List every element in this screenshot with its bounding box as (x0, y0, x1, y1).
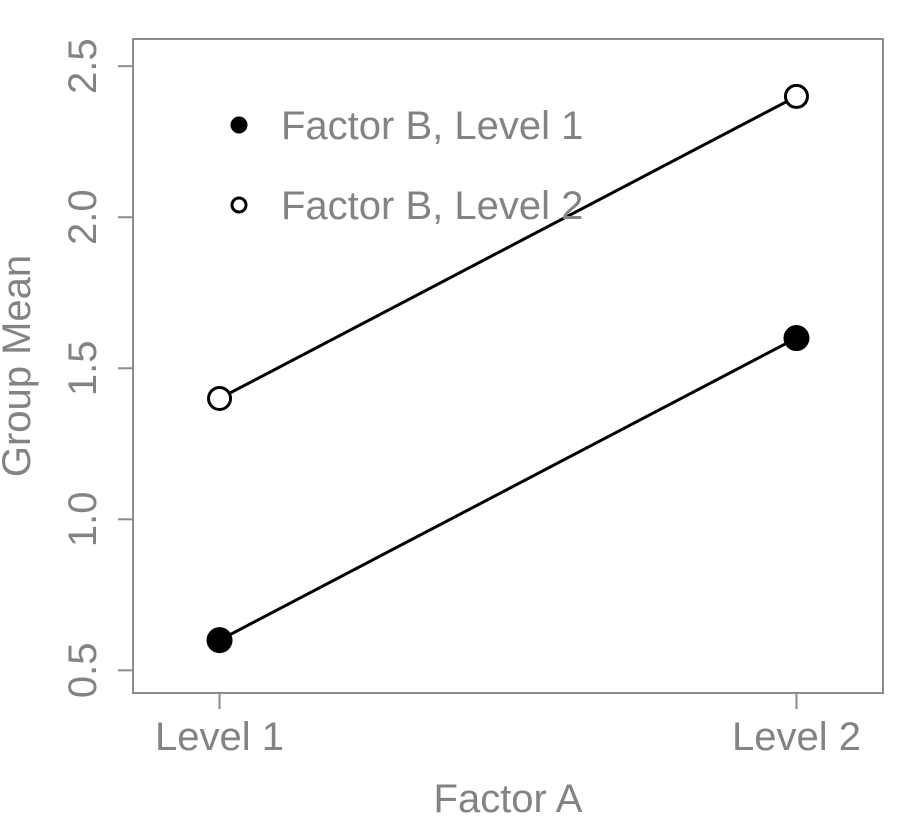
data-point-open (207, 385, 233, 411)
x-axis-label: Factor A (434, 777, 583, 821)
legend-label: Factor B, Level 2 (281, 184, 583, 228)
data-point-open (783, 83, 809, 109)
y-axis-ticks: 0.5 1.0 1.5 2.0 2.5 (61, 38, 133, 698)
series-line (218, 94, 798, 400)
data-point-filled (206, 627, 233, 654)
y-tick-label: 2.5 (61, 38, 105, 94)
legend-marker-filled (230, 116, 248, 134)
x-axis-ticks: Level 1 Level 2 (155, 693, 861, 759)
x-tick-label: Level 1 (155, 715, 284, 759)
series-line (218, 336, 798, 642)
legend-label: Factor B, Level 1 (281, 104, 583, 148)
y-tick-label: 0.5 (61, 643, 105, 699)
y-tick-label: 2.0 (61, 189, 105, 245)
plot-frame (132, 38, 884, 694)
series-points (206, 83, 810, 654)
data-point-filled (783, 325, 810, 352)
legend: Factor B, Level 1 Factor B, Level 2 (230, 104, 583, 228)
plot-border (132, 38, 884, 694)
legend-marker-open (230, 196, 248, 214)
x-tick-label: Level 2 (732, 715, 861, 759)
series-lines (218, 94, 798, 642)
y-tick-label: 1.5 (61, 340, 105, 396)
y-tick-label: 1.0 (61, 492, 105, 548)
y-axis-label: Group Mean (0, 255, 39, 477)
